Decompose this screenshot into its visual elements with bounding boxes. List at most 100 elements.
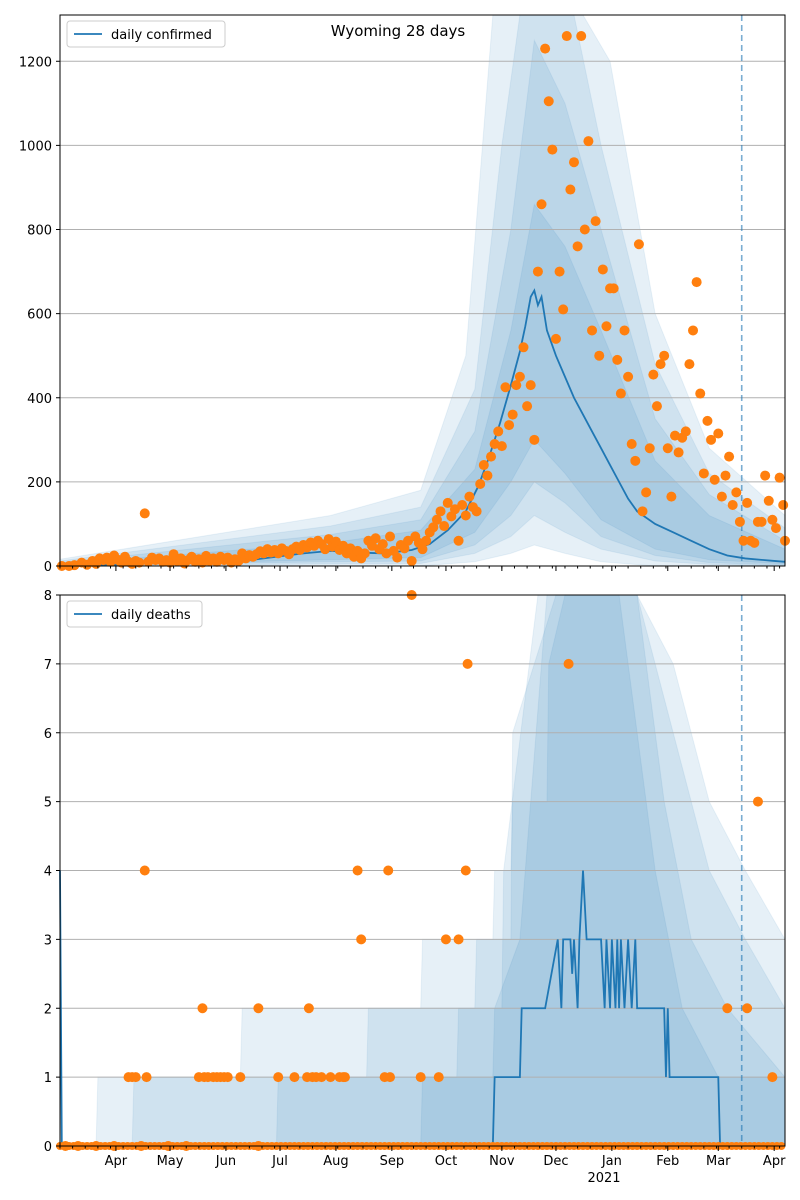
confirmed-observed-point	[522, 401, 533, 412]
deaths-observed-point	[453, 934, 464, 945]
deaths-observed-point	[339, 1072, 350, 1083]
confirmed-observed-point	[403, 535, 414, 546]
deaths-observed-point	[197, 1003, 208, 1014]
confirmed-observed-point	[558, 304, 569, 315]
x-tick-label: Jul	[271, 1154, 288, 1169]
deaths-y-axis: 0 1 2 3 4 5 6 7 8	[44, 589, 60, 1155]
confirmed-plot-frame	[59, 14, 786, 567]
confirmed-observed-point	[406, 555, 417, 566]
deaths-y-tick-label: 8	[44, 589, 52, 604]
deaths-y-tick-label: 1	[44, 1071, 52, 1086]
confirmed-y-tick-label: 200	[27, 476, 52, 491]
confirmed-observed-point	[594, 350, 605, 361]
confirmed-y-tick-label: 400	[27, 392, 52, 407]
deaths-y-tick-label: 3	[44, 933, 52, 948]
deaths-observed-point	[462, 658, 473, 669]
confirmed-observed-point	[673, 447, 684, 458]
confirmed-observed-point	[626, 439, 637, 450]
confirmed-observed-point	[695, 388, 706, 399]
confirmed-observed-point	[590, 216, 601, 227]
deaths-observed-point	[460, 865, 471, 876]
deaths-plot-frame	[59, 594, 786, 1147]
deaths-observed-point	[130, 1072, 141, 1083]
confirmed-y-tick-label: 0	[44, 560, 52, 575]
confirmed-observed-point	[623, 371, 634, 382]
confirmed-observed-point	[543, 96, 554, 107]
x-tick-label: Apr	[763, 1154, 786, 1169]
confirmed-observed-point	[460, 510, 471, 521]
confirmed-observed-point	[720, 470, 731, 481]
confirmed-y-tick-label: 800	[27, 224, 52, 239]
confirmed-observed-point	[439, 521, 450, 532]
x-tick-label: Mar	[706, 1154, 731, 1169]
confirmed-observed-point	[496, 441, 507, 452]
confirmed-observed-point	[449, 504, 460, 515]
confirmed-observed-point	[644, 443, 655, 454]
x-tick-label: Apr	[105, 1154, 128, 1169]
deaths-legend-box	[66, 600, 203, 628]
confirmed-y-tick-label: 600	[27, 308, 52, 323]
deaths-observed-point	[139, 865, 150, 876]
confirmed-observed-point	[561, 31, 572, 42]
deaths-observed-point	[385, 1072, 396, 1083]
deaths-observed-point	[141, 1072, 152, 1083]
confirmed-observed-points	[56, 31, 790, 571]
confirmed-y-tick-label: 1000	[19, 139, 52, 154]
confirmed-observed-point	[734, 516, 745, 527]
confirmed-observed-point	[608, 283, 619, 294]
confirmed-observed-point	[417, 544, 428, 555]
x-tick-label: Sep	[380, 1154, 405, 1169]
confirmed-observed-point	[568, 157, 579, 168]
deaths-observed-point	[303, 1003, 314, 1014]
confirmed-observed-point	[763, 495, 774, 506]
confirmed-observed-point	[547, 144, 558, 155]
deaths-y-tick-label: 4	[44, 865, 52, 880]
confirmed-observed-point	[601, 321, 612, 332]
confirmed-observed-point	[633, 239, 644, 250]
confirmed-observed-point	[760, 470, 771, 481]
confirmed-observed-point	[680, 426, 691, 437]
confirmed-observed-point	[453, 535, 464, 546]
confirmed-observed-point	[507, 409, 518, 420]
deaths-observed-point	[563, 658, 574, 669]
confirmed-observed-point	[756, 516, 767, 527]
confirmed-observed-point	[478, 460, 489, 471]
x-tick-label: Feb	[656, 1154, 679, 1169]
deaths-observed-point	[767, 1072, 778, 1083]
confirmed-observed-point	[471, 506, 482, 517]
deaths-y-tick-label: 0	[44, 1140, 52, 1155]
x-tick-label: May	[157, 1154, 184, 1169]
confirmed-observed-point	[749, 537, 760, 548]
confirmed-observed-point	[550, 333, 561, 344]
confirmed-legend-label: daily confirmed	[111, 28, 212, 43]
confirmed-observed-point	[576, 31, 587, 42]
confirmed-observed-point	[619, 325, 630, 336]
confirmed-observed-point	[525, 380, 536, 391]
confirmed-observed-point	[688, 325, 699, 336]
deaths-observed-point	[325, 1072, 336, 1083]
confirmed-observed-point	[738, 535, 749, 546]
deaths-observed-point	[352, 865, 363, 876]
confirmed-observed-point	[540, 43, 551, 54]
confirmed-legend-box	[66, 20, 226, 48]
confirmed-observed-point	[731, 487, 742, 498]
deaths-observed-point	[742, 1003, 753, 1014]
confirmed-observed-point	[713, 428, 724, 439]
confirmed-observed-point	[702, 415, 713, 426]
deaths-y-tick-label: 7	[44, 658, 52, 673]
confirmed-observed-point	[684, 359, 695, 370]
confirmed-observed-point	[691, 277, 702, 288]
confirmed-observed-point	[597, 264, 608, 275]
confirmed-observed-point	[442, 497, 453, 508]
confirmed-observed-point	[134, 557, 145, 568]
confirmed-y-tick-label: 1200	[19, 55, 52, 70]
x-tick-label: Dec	[543, 1154, 568, 1169]
confirmed-observed-point	[659, 350, 670, 361]
confirmed-observed-point	[767, 514, 778, 525]
confirmed-observed-point	[532, 266, 543, 277]
deaths-model-series	[59, 870, 785, 1147]
x-tick-label: Aug	[323, 1154, 348, 1169]
confirmed-observed-point	[377, 539, 388, 550]
confirmed-observed-point	[554, 266, 565, 277]
